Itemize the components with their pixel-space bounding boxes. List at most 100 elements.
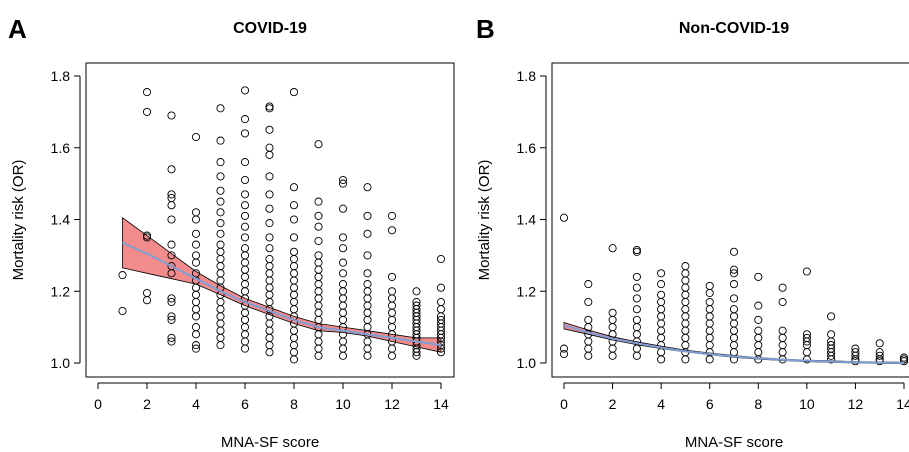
- data-point: [289, 183, 299, 192]
- data-point: [754, 326, 763, 335]
- data-point: [754, 272, 763, 281]
- smooth-line: [122, 241, 442, 347]
- data-point: [608, 351, 617, 360]
- data-point: [681, 276, 690, 285]
- data-point: [387, 294, 397, 303]
- data-point: [142, 288, 152, 298]
- data-point: [632, 330, 641, 339]
- data-point: [240, 323, 250, 332]
- data-point: [265, 254, 274, 264]
- data-point: [191, 290, 201, 299]
- data-point: [289, 290, 299, 299]
- data-point: [265, 262, 274, 271]
- data-point: [240, 244, 250, 253]
- data-point: [681, 312, 690, 321]
- data-point: [559, 213, 569, 222]
- panel-a-points: [118, 86, 446, 364]
- panel-b-xlabel: MNA-SF score: [685, 434, 783, 451]
- data-point: [681, 290, 690, 299]
- x-tick-label: 10: [799, 396, 815, 412]
- data-point: [265, 290, 274, 299]
- data-point: [191, 132, 201, 142]
- data-point: [191, 215, 201, 224]
- data-point: [167, 190, 176, 199]
- smooth-line: [563, 324, 905, 364]
- data-point: [657, 319, 666, 328]
- data-point: [632, 247, 641, 256]
- data-point: [363, 323, 372, 332]
- x-tick-label: 8: [290, 396, 298, 412]
- y-tick-label: 1.0: [51, 355, 71, 371]
- data-point: [681, 355, 690, 364]
- data-point: [681, 333, 690, 342]
- data-point: [436, 315, 446, 324]
- data-point: [338, 351, 348, 360]
- data-point: [851, 344, 860, 353]
- data-point: [265, 348, 274, 357]
- panel-a-xlabel: MNA-SF score: [221, 434, 319, 451]
- data-point: [289, 326, 299, 335]
- data-point: [632, 344, 641, 353]
- data-point: [216, 254, 225, 264]
- data-point: [681, 283, 690, 292]
- data-point: [265, 341, 274, 350]
- data-point: [314, 197, 323, 206]
- data-point: [387, 344, 397, 353]
- data-point: [240, 201, 250, 210]
- data-point: [216, 172, 225, 181]
- data-point: [681, 262, 690, 271]
- data-point: [314, 258, 323, 267]
- data-point: [363, 287, 372, 296]
- panel-a-ci-band: [122, 216, 442, 353]
- data-point: [632, 323, 641, 332]
- data-point: [216, 269, 225, 278]
- panel-b-points: [559, 213, 909, 366]
- data-point: [363, 183, 372, 192]
- data-point: [729, 247, 739, 256]
- data-point: [729, 319, 739, 328]
- data-point: [191, 283, 201, 292]
- data-point: [314, 294, 323, 303]
- data-point: [436, 283, 446, 292]
- data-point: [167, 337, 176, 346]
- data-point: [191, 251, 201, 260]
- data-point: [142, 88, 152, 97]
- y-tick-label: 1.0: [517, 355, 537, 371]
- y-tick-label: 1.2: [51, 283, 71, 299]
- x-tick-label: 2: [609, 396, 617, 412]
- panel-a-y-axis: 1.0 1.2 1.4 1.6 1.8: [51, 68, 81, 371]
- data-point: [289, 88, 299, 97]
- data-point: [338, 233, 348, 242]
- data-point: [289, 262, 299, 271]
- data-point: [289, 283, 299, 292]
- data-point: [240, 280, 250, 289]
- y-tick-label: 1.6: [517, 140, 537, 156]
- data-point: [338, 204, 348, 213]
- data-point: [363, 251, 372, 260]
- data-point: [191, 297, 201, 307]
- data-point: [657, 305, 666, 314]
- data-point: [729, 333, 739, 342]
- data-point: [216, 197, 225, 206]
- data-point: [167, 297, 176, 307]
- data-point: [142, 107, 152, 116]
- data-point: [191, 269, 201, 278]
- data-point: [363, 269, 372, 278]
- panel-a: A COVID-19 Mortality risk (OR) MNA-SF sc…: [8, 14, 455, 451]
- data-point: [240, 158, 250, 167]
- data-point: [387, 301, 397, 310]
- x-tick-label: 0: [560, 396, 568, 412]
- panel-a-smooth-line: [122, 241, 442, 347]
- data-point: [827, 341, 836, 350]
- data-point: [363, 315, 372, 324]
- data-point: [705, 312, 714, 321]
- data-point: [240, 190, 250, 199]
- data-point: [754, 348, 763, 357]
- panel-a-ylabel: Mortality risk (OR): [10, 160, 27, 281]
- panel-b: B Non-COVID-19 Mortality risk (OR) MNA-S…: [476, 14, 909, 451]
- data-point: [314, 337, 323, 346]
- x-tick-label: 12: [384, 396, 400, 412]
- data-point: [314, 211, 323, 220]
- data-point: [216, 247, 225, 256]
- data-point: [216, 341, 225, 350]
